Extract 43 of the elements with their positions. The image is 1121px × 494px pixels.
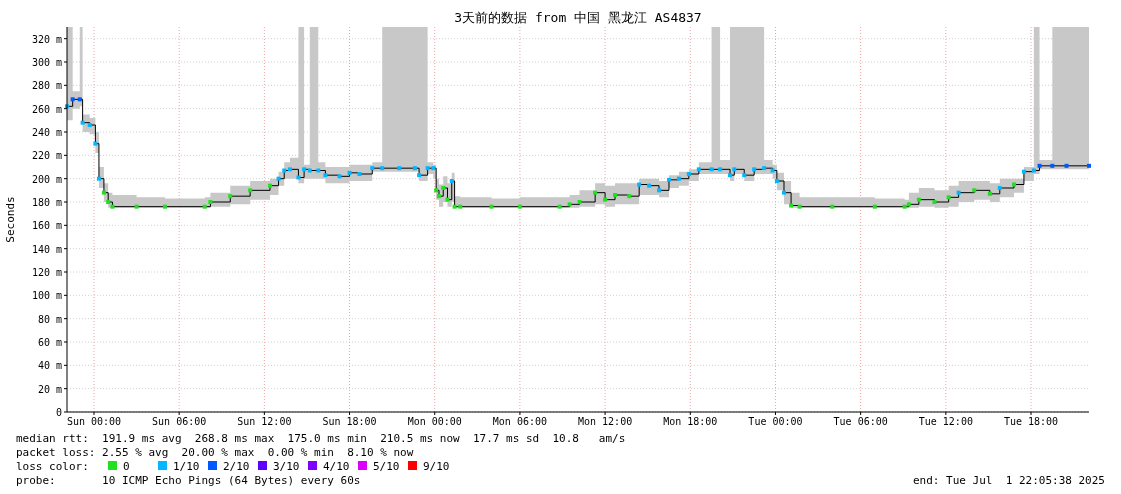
x-tick-label: Mon 00:00 — [407, 416, 462, 427]
x-tick-label: Tue 00:00 — [748, 416, 803, 427]
chart-title: 3天前的数据 from 中国 黑龙江 AS4837 — [454, 10, 702, 25]
y-tick-label: 0 — [55, 407, 62, 418]
y-axis-title: Seconds — [4, 196, 17, 243]
legend-label: 1/10 — [173, 460, 200, 473]
y-tick-label: 80 m — [37, 313, 62, 325]
x-tick-label: Sun 06:00 — [152, 416, 207, 427]
text: median rtt: 191.9 ms avg 268.8 ms max 175.0 ms min 210.5 ms now 17.7 ms sd 10.8 am/s — [16, 432, 626, 445]
text: probe: 10 ICMP Echo Pings (64 Bytes) every 60s — [16, 474, 361, 487]
y-tick-label: 120 m — [31, 267, 62, 278]
legend-label: 4/10 — [323, 460, 350, 473]
y-tick-label: 280 m — [31, 80, 62, 92]
y-tick-label: 240 m — [31, 127, 62, 138]
y-tick-label: 20 m — [37, 383, 62, 395]
y-tick-label: 220 m — [31, 150, 62, 162]
y-tick-label: 140 m — [31, 243, 62, 255]
legend-label: 9/10 — [423, 460, 450, 473]
legend-label: 0 — [123, 460, 130, 473]
x-tick-label: Mon 18:00 — [663, 416, 718, 427]
y-tick-label: 40 m — [37, 360, 62, 372]
legend-label: 5/10 — [373, 460, 400, 473]
y-tick-label: 100 m — [31, 290, 62, 302]
y-tick-label: 320 m — [31, 33, 62, 45]
x-tick-label: Sun 18:00 — [322, 416, 377, 427]
x-tick-label: Sun 00:00 — [66, 416, 122, 427]
text: end: Tue Jul 1 22:05:38 2025 — [912, 474, 1105, 487]
x-tick-label: Tue 18:00 — [1003, 416, 1059, 427]
y-tick-label: 180 m — [31, 197, 62, 208]
x-tick-label: Tue 06:00 — [833, 416, 888, 427]
y-tick-label: 160 m — [31, 220, 62, 232]
text: packet loss: 2.55 % avg 20.00 % max 0.00 % min 8.10 % now — [16, 446, 414, 459]
x-tick-label: Tue 12:00 — [918, 416, 973, 427]
legend-label: 2/10 — [223, 460, 250, 473]
x-tick-label: Mon 12:00 — [578, 416, 633, 427]
x-tick-label: Sun 12:00 — [237, 416, 292, 427]
y-tick-label: 300 m — [31, 57, 62, 68]
y-tick-label: 200 m — [31, 173, 62, 185]
y-tick-label: 60 m — [37, 337, 62, 348]
x-tick-label: Mon 06:00 — [492, 416, 547, 427]
legend-label: 3/10 — [273, 460, 300, 473]
legend-title: loss color: — [16, 460, 89, 473]
y-tick-label: 260 m — [31, 103, 62, 115]
